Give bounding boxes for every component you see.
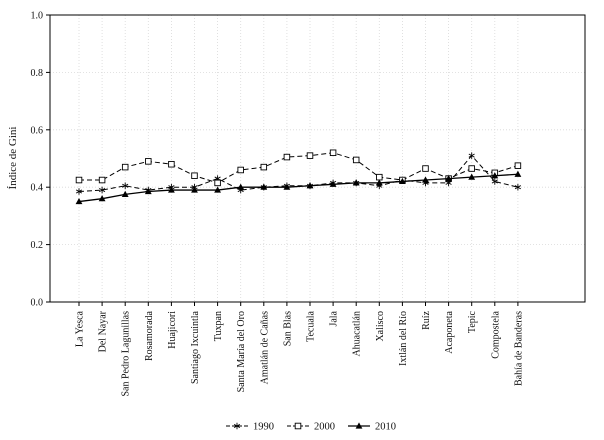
x-tick-label: Ahuacatlán <box>352 311 363 357</box>
data-point-2010 <box>214 186 221 193</box>
data-point-2010 <box>98 195 106 202</box>
series-layer <box>75 149 522 205</box>
legend-item-1990: 1990 <box>226 422 274 433</box>
legend-marker <box>294 422 302 430</box>
data-point-2000 <box>145 158 152 165</box>
x-tick-label: Tuxpan <box>213 311 224 341</box>
data-point-2000 <box>260 163 268 171</box>
series-line-2010 <box>78 173 518 203</box>
data-point-1990 <box>468 152 475 159</box>
x-tick-label: Tepic <box>467 310 478 333</box>
data-point-2010 <box>306 182 314 189</box>
x-tick-label: Ruíz <box>421 310 432 329</box>
data-point-2000 <box>98 176 106 184</box>
data-point-2010 <box>121 190 129 197</box>
series-1990 <box>75 152 521 195</box>
plot-frame <box>49 14 586 303</box>
data-point-2000 <box>168 160 175 168</box>
data-point-2010 <box>514 170 522 177</box>
data-point-2010 <box>75 197 83 205</box>
data-point-2000 <box>376 173 383 181</box>
legend-label: 1990 <box>253 422 274 433</box>
data-point-2010 <box>375 179 383 186</box>
legend-item-2000: 2000 <box>287 422 335 433</box>
data-point-2000 <box>191 172 198 179</box>
x-tick-label: Santiago Ixcuintla <box>190 310 201 384</box>
data-point-2000 <box>75 176 83 184</box>
x-tick-label: Xalisco <box>375 311 386 342</box>
data-point-2010 <box>144 187 152 195</box>
data-point-2000 <box>283 153 291 161</box>
data-point-1990 <box>99 186 106 194</box>
y-tick-label: 0.0 <box>31 298 44 309</box>
x-tick-label: San Blas <box>282 311 293 346</box>
x-tick-label: Ixtlán del Río <box>398 311 409 366</box>
x-tick-label: Compostela <box>490 310 501 358</box>
legend: 1990 2000 2010 <box>226 422 396 433</box>
data-point-1990 <box>491 178 498 185</box>
y-axis-title: Índice de Gini <box>7 127 19 190</box>
data-point-2000 <box>352 156 360 164</box>
series-line-2000 <box>79 152 519 184</box>
data-point-2000 <box>329 149 337 157</box>
x-tick-label: San Pedro Lagunillas <box>121 311 132 397</box>
x-tick-label: Huajicori <box>167 311 178 349</box>
data-point-2010 <box>491 172 499 179</box>
data-point-2010 <box>168 186 175 193</box>
data-point-2000 <box>468 165 475 172</box>
x-tick-label: Rosamorada <box>144 310 155 361</box>
legend-item-2010: 2010 <box>348 422 396 433</box>
legend-marker <box>355 422 363 429</box>
x-tick-label: Santa María del Oro <box>236 311 247 392</box>
y-tick-label: 0.6 <box>31 125 44 136</box>
x-tick-label: Acaponeta <box>444 310 455 353</box>
data-point-2000 <box>422 165 429 172</box>
data-point-2010 <box>399 177 406 185</box>
legend-label: 2010 <box>375 422 396 433</box>
data-point-2010 <box>422 176 429 183</box>
series-2000 <box>75 149 522 187</box>
data-point-2000 <box>121 163 129 171</box>
data-point-2000 <box>237 166 244 174</box>
x-tick-label: Jala <box>329 310 340 326</box>
data-point-2000 <box>306 152 314 159</box>
y-tick-label: 0.8 <box>31 68 44 79</box>
series-line-1990 <box>78 154 519 193</box>
series-2010 <box>75 170 522 205</box>
legend-marker <box>233 422 241 430</box>
data-point-2010 <box>445 174 452 182</box>
grid-layer <box>50 15 585 302</box>
y-tick-label: 0.4 <box>31 183 44 194</box>
x-tick-label: La Yesca <box>75 310 86 347</box>
x-tick-label: Amatlán de Cañas <box>259 311 270 384</box>
y-axis: 0.0 0.2 0.4 0.6 0.8 1.0 <box>31 11 50 309</box>
x-tick-label: Bahía de Banderas <box>513 311 524 386</box>
x-tick-label: Del Nayar <box>98 310 109 352</box>
x-axis: La Yesca Del Nayar San Pedro Lagunillas Ros… <box>75 302 524 397</box>
y-tick-label: 1.0 <box>31 11 44 22</box>
legend-label: 2000 <box>314 422 335 433</box>
data-point-2010 <box>468 173 476 180</box>
data-point-2010 <box>352 179 360 186</box>
data-point-1990 <box>122 182 129 190</box>
data-point-2010 <box>260 183 268 190</box>
data-point-2010 <box>191 186 198 193</box>
y-tick-label: 0.2 <box>31 240 44 251</box>
data-point-2000 <box>514 162 522 169</box>
data-point-2010 <box>329 180 337 187</box>
data-point-2000 <box>214 179 221 187</box>
data-point-2010 <box>283 183 291 190</box>
data-point-1990 <box>514 183 521 191</box>
data-point-1990 <box>75 188 83 195</box>
data-point-2010 <box>237 183 245 190</box>
x-tick-label: Tecuala <box>306 310 317 342</box>
